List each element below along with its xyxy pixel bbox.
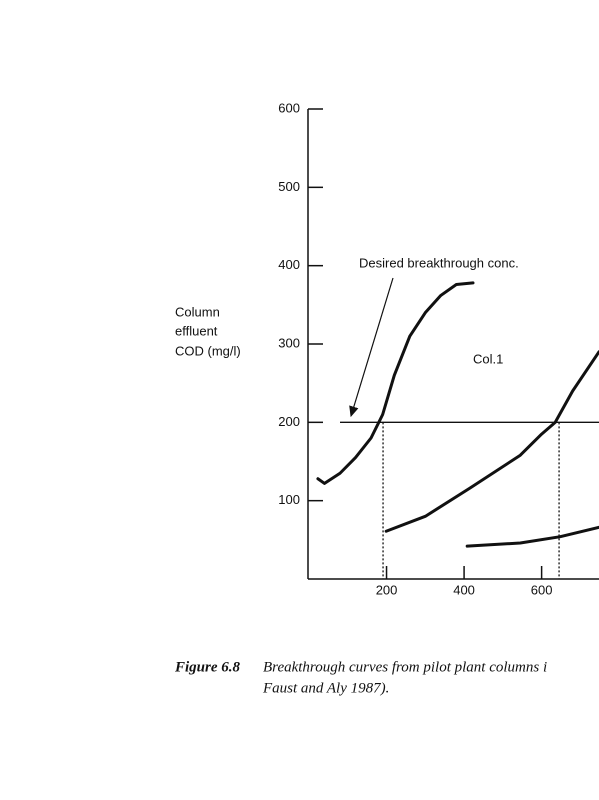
y-tick-label: 200 bbox=[278, 414, 300, 429]
y-axis-label: Column bbox=[175, 304, 220, 319]
curve bbox=[316, 281, 475, 485]
curve bbox=[384, 350, 599, 533]
y-axis-label: COD (mg/l) bbox=[175, 343, 241, 358]
x-tick-label: 200 bbox=[376, 582, 398, 597]
y-axis-label: effluent bbox=[175, 323, 218, 338]
curve bbox=[465, 525, 599, 548]
annotation: Col.1 bbox=[473, 351, 503, 366]
y-tick-label: 500 bbox=[278, 179, 300, 194]
y-tick-label: 300 bbox=[278, 335, 300, 350]
y-tick-label: 600 bbox=[278, 100, 300, 115]
x-tick-label: 600 bbox=[531, 582, 553, 597]
arrow bbox=[349, 277, 394, 418]
annotation: Desired breakthrough conc. bbox=[359, 255, 519, 270]
y-tick-label: 400 bbox=[278, 257, 300, 272]
y-tick-label: 100 bbox=[278, 492, 300, 507]
caption-number: Figure 6.8 bbox=[174, 659, 241, 675]
caption: Breakthrough curves from pilot plant col… bbox=[263, 659, 547, 675]
x-tick-label: 400 bbox=[453, 582, 475, 597]
caption: Faust and Aly 1987). bbox=[262, 680, 389, 696]
